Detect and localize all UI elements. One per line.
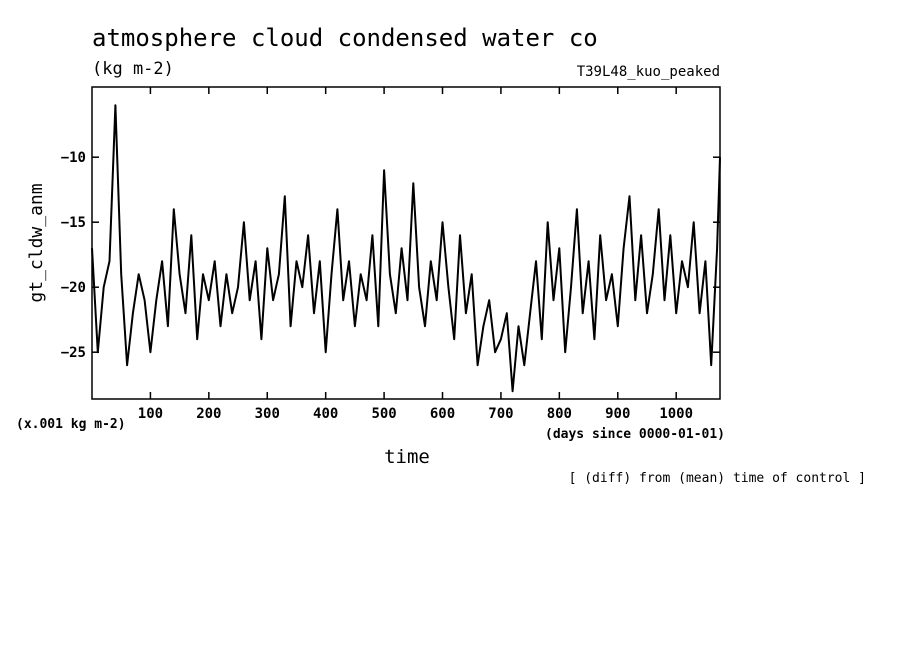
x-tick-label: 300 (255, 406, 280, 422)
x-tick-label: 500 (371, 406, 396, 422)
x-axis-label: time (384, 446, 430, 468)
x-tick-label: 400 (313, 406, 338, 422)
run-label: T39L48_kuo_peaked (577, 64, 720, 80)
x-tick-label: 800 (547, 406, 572, 422)
x-unit-note: (days since 0000-01-01) (545, 427, 725, 442)
y-axis-label: gt_cldw_anm (26, 183, 47, 302)
y-tick-label: −25 (61, 345, 86, 361)
chart-subtitle: (kg m-2) (92, 59, 174, 79)
y-tick-label: −20 (61, 280, 86, 296)
x-axis: 100 200 300 400 500 600 700 800 900 1000 (138, 87, 693, 422)
y-scale-note: (x.001 kg m-2) (16, 417, 126, 432)
chart-title: atmosphere cloud condensed water co (92, 24, 598, 52)
x-tick-label: 200 (196, 406, 221, 422)
x-tick-label: 900 (605, 406, 630, 422)
series-line-gt-cldw-anm (91, 104, 721, 393)
y-axis: −10 −15 −20 −25 (61, 150, 720, 361)
plot-frame (91, 86, 721, 400)
x-tick-label: 100 (138, 406, 163, 422)
x-tick-label: 700 (488, 406, 513, 422)
x-tick-label: 1000 (659, 406, 693, 422)
footnote: [ (diff) from (mean) time of control ] (569, 471, 866, 486)
x-tick-label: 600 (430, 406, 455, 422)
y-tick-label: −10 (61, 150, 86, 166)
y-tick-label: −15 (61, 215, 86, 231)
